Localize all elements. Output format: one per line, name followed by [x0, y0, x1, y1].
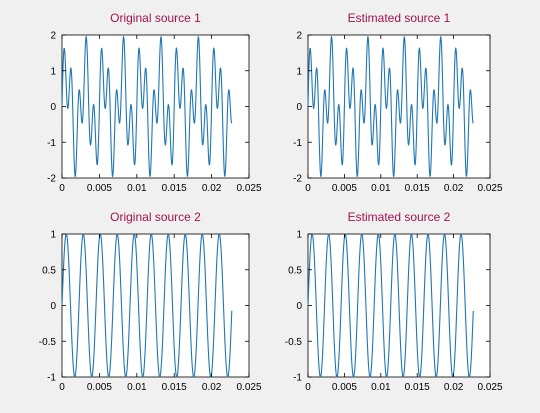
x-tick-label: 0	[59, 183, 65, 194]
subplot-3: Original source 2 0 0.005 0.01 0.015 0.02 0.02…	[39, 210, 262, 393]
subplot-2: Estimated source 1 0 0.005 0.01 0.015 0.02 0.0…	[293, 11, 503, 194]
x-tick-label: 0.015	[162, 183, 187, 194]
x-tick-label: 0.015	[162, 382, 187, 393]
x-tick-label: 0.025	[477, 382, 502, 393]
x-tick-label: 0	[59, 382, 65, 393]
x-tick-label: 0.015	[405, 382, 430, 393]
x-tick-label: 0.005	[332, 183, 357, 194]
subplot-title: Original source 2	[110, 210, 201, 224]
series-line-1	[61, 233, 233, 378]
x-tick-label: 0.025	[236, 382, 261, 393]
y-tick-label: -1	[47, 373, 56, 384]
y-tick-label: 1	[296, 66, 302, 77]
subplot-title: Estimated source 1	[348, 11, 451, 25]
x-tick-label: 0.025	[477, 183, 502, 194]
subplot-title: Original source 1	[110, 11, 201, 25]
y-tick-label: -1	[293, 138, 302, 149]
y-tick-label: -2	[293, 174, 302, 185]
series-line-1	[61, 36, 233, 178]
x-tick-label: 0.02	[202, 183, 222, 194]
x-tick-label: 0.005	[87, 382, 112, 393]
y-tick-label: -0.5	[39, 337, 57, 348]
x-tick-label: 0.01	[127, 183, 147, 194]
x-tick-label: 0.01	[127, 382, 147, 393]
x-tick-label: 0.02	[202, 382, 222, 393]
y-tick-label: 2	[296, 31, 302, 42]
x-tick-label: 0.025	[236, 183, 261, 194]
y-tick-label: 0.5	[42, 265, 56, 276]
y-tick-label: 0	[50, 102, 56, 113]
x-tick-label: 0.01	[371, 382, 391, 393]
y-tick-label: 0	[50, 301, 56, 312]
subplot-4: Estimated source 2 0 0.005 0.01 0.015 0.02 0.0…	[285, 210, 503, 393]
subplot-1: Original source 1 0 0.005 0.01 0.015 0.02 0.02…	[47, 11, 262, 194]
x-tick-label: 0.005	[332, 382, 357, 393]
x-tick-label: 0.015	[405, 183, 430, 194]
series-line-1	[307, 36, 474, 178]
y-tick-label: 0	[296, 301, 302, 312]
y-tick-label: 0	[296, 102, 302, 113]
y-tick-label: -2	[47, 174, 56, 185]
x-tick-label: 0	[305, 183, 311, 194]
y-tick-label: 1	[296, 230, 302, 241]
x-tick-label: 0.02	[444, 382, 464, 393]
y-tick-label: -0.5	[285, 337, 303, 348]
y-tick-label: 2	[50, 31, 56, 42]
y-tick-label: 0.5	[288, 265, 302, 276]
y-tick-label: -1	[47, 138, 56, 149]
series-line-1	[307, 233, 474, 378]
y-tick-label: -1	[293, 373, 302, 384]
subplot-title: Estimated source 2	[348, 210, 451, 224]
x-tick-label: 0.005	[87, 183, 112, 194]
y-tick-label: 1	[50, 66, 56, 77]
x-tick-label: 0.02	[444, 183, 464, 194]
x-tick-label: 0.01	[371, 183, 391, 194]
x-tick-label: 0	[305, 382, 311, 393]
y-tick-label: 1	[50, 230, 56, 241]
